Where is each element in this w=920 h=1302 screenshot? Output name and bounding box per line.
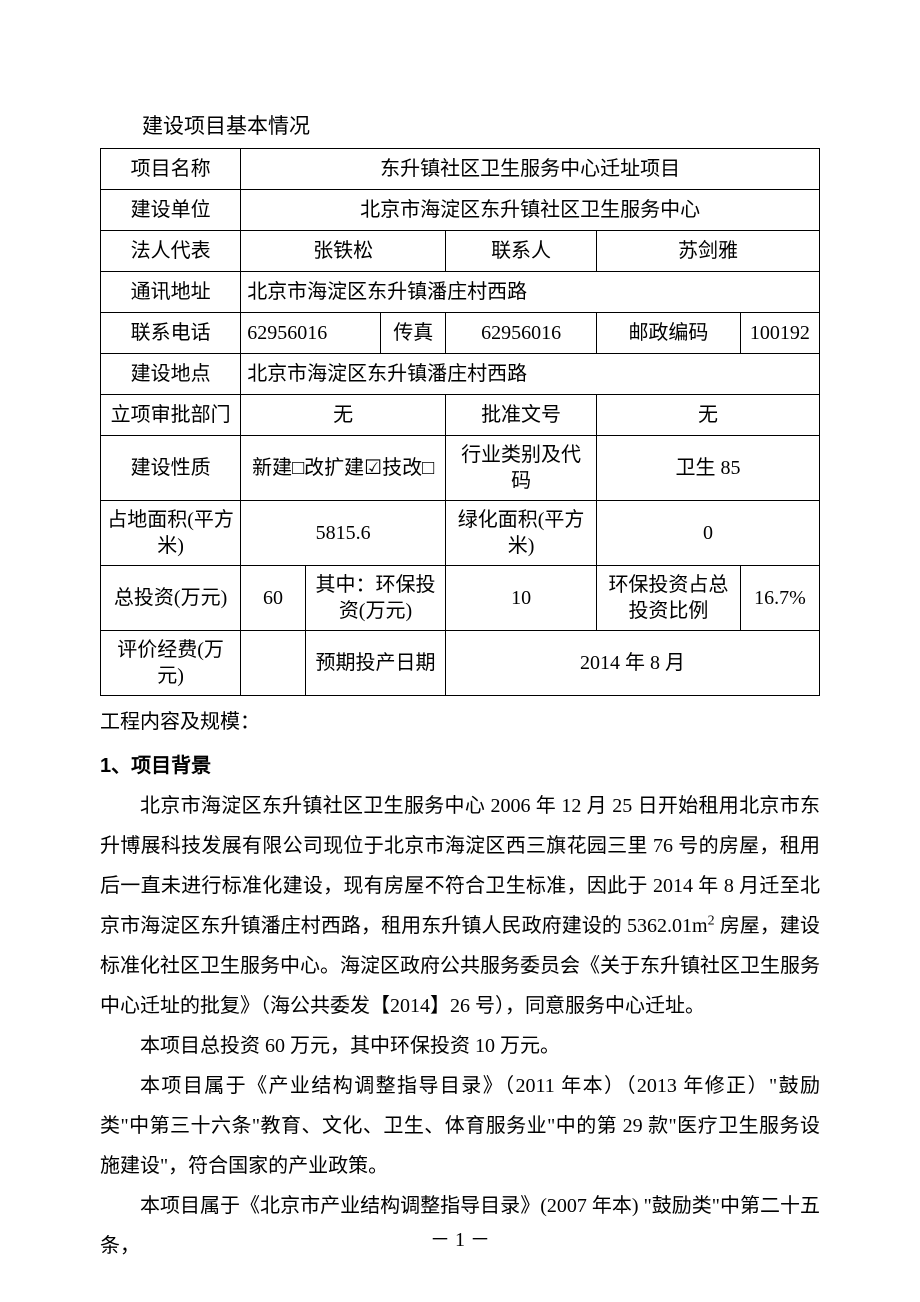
table-row: 通讯地址 北京市海淀区东升镇潘庄村西路	[101, 272, 820, 313]
section-title: 建设项目基本情况	[100, 110, 820, 140]
value-total-invest: 60	[241, 566, 306, 631]
label-approval-no: 批准文号	[446, 395, 597, 436]
value-approval-no: 无	[597, 395, 820, 436]
label-phone: 联系电话	[101, 313, 241, 354]
value-build-loc: 北京市海淀区东升镇潘庄村西路	[241, 354, 820, 395]
label-postcode: 邮政编码	[597, 313, 741, 354]
label-contact: 联系人	[446, 231, 597, 272]
paragraph-1: 北京市海淀区东升镇社区卫生服务中心 2006 年 12 月 25 日开始租用北京…	[100, 786, 820, 1026]
value-fax: 62956016	[446, 313, 597, 354]
project-info-table: 项目名称 东升镇社区卫生服务中心迁址项目 建设单位 北京市海淀区东升镇社区卫生服…	[100, 148, 820, 696]
value-env-invest: 10	[446, 566, 597, 631]
label-land-area: 占地面积(平方米)	[101, 501, 241, 566]
value-contact: 苏剑雅	[597, 231, 820, 272]
value-eval-fee	[241, 631, 306, 696]
label-approval-dept: 立项审批部门	[101, 395, 241, 436]
document-page: 建设项目基本情况 项目名称 东升镇社区卫生服务中心迁址项目 建设单位 北京市海淀…	[0, 0, 920, 1302]
value-address: 北京市海淀区东升镇潘庄村西路	[241, 272, 820, 313]
page-number: － 1 －	[100, 1223, 820, 1252]
heading-1: 1、项目背景	[100, 746, 820, 786]
label-project-name: 项目名称	[101, 149, 241, 190]
label-build-loc: 建设地点	[101, 354, 241, 395]
label-eval-fee: 评价经费(万元)	[101, 631, 241, 696]
label-total-invest: 总投资(万元)	[101, 566, 241, 631]
label-industry: 行业类别及代码	[446, 436, 597, 501]
table-row: 评价经费(万元) 预期投产日期 2014 年 8 月	[101, 631, 820, 696]
table-row: 联系电话 62956016 传真 62956016 邮政编码 100192	[101, 313, 820, 354]
label-build-unit: 建设单位	[101, 190, 241, 231]
label-address: 通讯地址	[101, 272, 241, 313]
table-row: 项目名称 东升镇社区卫生服务中心迁址项目	[101, 149, 820, 190]
value-industry: 卫生 85	[597, 436, 820, 501]
table-row: 立项审批部门 无 批准文号 无	[101, 395, 820, 436]
value-green-area: 0	[597, 501, 820, 566]
label-env-ratio: 环保投资占总投资比例	[597, 566, 741, 631]
value-legal-rep: 张铁松	[241, 231, 446, 272]
table-row: 占地面积(平方米) 5815.6 绿化面积(平方米) 0	[101, 501, 820, 566]
value-build-unit: 北京市海淀区东升镇社区卫生服务中心	[241, 190, 820, 231]
paragraph-3: 本项目属于《产业结构调整指导目录》（2011 年本）（2013 年修正）"鼓励类…	[100, 1066, 820, 1186]
table-row: 法人代表 张铁松 联系人 苏剑雅	[101, 231, 820, 272]
table-row: 建设地点 北京市海淀区东升镇潘庄村西路	[101, 354, 820, 395]
label-fax: 传真	[381, 313, 446, 354]
table-row: 建设性质 新建□改扩建☑技改□ 行业类别及代码 卫生 85	[101, 436, 820, 501]
label-build-nature: 建设性质	[101, 436, 241, 501]
body-text: 工程内容及规模： 1、项目背景 北京市海淀区东升镇社区卫生服务中心 2006 年…	[100, 702, 820, 1266]
value-build-nature: 新建□改扩建☑技改□	[241, 436, 446, 501]
value-prod-date: 2014 年 8 月	[446, 631, 820, 696]
value-env-ratio: 16.7%	[740, 566, 819, 631]
value-postcode: 100192	[740, 313, 819, 354]
value-land-area: 5815.6	[241, 501, 446, 566]
value-approval-dept: 无	[241, 395, 446, 436]
body-title: 工程内容及规模：	[100, 702, 820, 742]
table-row: 建设单位 北京市海淀区东升镇社区卫生服务中心	[101, 190, 820, 231]
label-prod-date: 预期投产日期	[305, 631, 445, 696]
value-phone: 62956016	[241, 313, 381, 354]
table-row: 总投资(万元) 60 其中：环保投资(万元) 10 环保投资占总投资比例 16.…	[101, 566, 820, 631]
label-green-area: 绿化面积(平方米)	[446, 501, 597, 566]
label-env-invest: 其中：环保投资(万元)	[305, 566, 445, 631]
value-project-name: 东升镇社区卫生服务中心迁址项目	[241, 149, 820, 190]
label-legal-rep: 法人代表	[101, 231, 241, 272]
superscript-2: 2	[708, 913, 715, 928]
paragraph-2: 本项目总投资 60 万元，其中环保投资 10 万元。	[100, 1026, 820, 1066]
